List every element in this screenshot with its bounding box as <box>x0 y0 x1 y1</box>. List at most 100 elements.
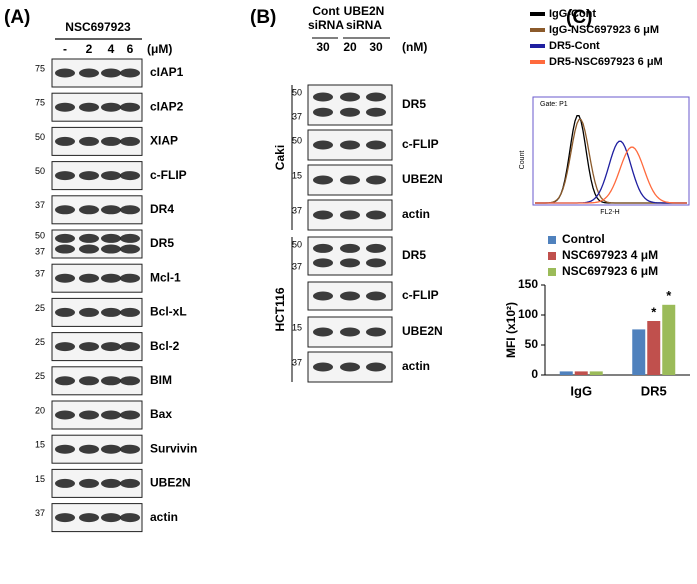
band <box>120 136 140 146</box>
band <box>55 136 75 146</box>
bar <box>662 304 676 375</box>
band <box>101 307 121 317</box>
mw-marker: 50 <box>292 239 302 249</box>
band <box>313 107 333 117</box>
cell-line-label: HCT116 <box>273 287 287 331</box>
mw-marker: 15 <box>35 440 45 450</box>
blot-label: BIM <box>150 373 172 387</box>
band <box>55 273 75 283</box>
band <box>313 210 333 220</box>
dose-label: - <box>63 42 67 56</box>
band <box>79 205 99 215</box>
mw-marker: 37 <box>292 111 302 121</box>
band <box>79 410 99 420</box>
band <box>55 244 75 254</box>
band <box>120 233 140 243</box>
flow-curve <box>535 146 687 204</box>
band <box>79 342 99 352</box>
band <box>55 205 75 215</box>
band <box>340 258 360 268</box>
flow-plot <box>532 96 690 206</box>
band <box>366 107 386 117</box>
blot-label: actin <box>150 510 178 524</box>
axis-label: FL2-H <box>600 209 619 216</box>
band <box>120 478 140 488</box>
band <box>120 273 140 283</box>
x-tick-label: IgG <box>570 383 592 398</box>
mw-marker: 37 <box>292 205 302 215</box>
band <box>120 205 140 215</box>
blot-label: XIAP <box>150 134 178 148</box>
band <box>366 258 386 268</box>
unit-label: (μM) <box>147 42 172 56</box>
blot <box>307 236 393 276</box>
panel-label: (C) <box>566 7 592 28</box>
legend-text: NSC697923 6 μM <box>562 264 658 278</box>
blot-label: cIAP1 <box>150 65 184 79</box>
blot-label: UBE2N <box>402 172 443 186</box>
band <box>79 136 99 146</box>
band <box>366 210 386 220</box>
mw-marker: 20 <box>35 405 45 415</box>
mw-marker: 37 <box>35 246 45 256</box>
dose-label: 6 <box>127 42 134 56</box>
blot-label: actin <box>402 207 430 221</box>
band <box>120 171 140 181</box>
band <box>340 362 360 372</box>
band <box>101 376 121 386</box>
y-tick-label: 100 <box>518 307 538 321</box>
significance-mark: * <box>651 304 657 319</box>
blot-label: Bcl-xL <box>150 305 187 319</box>
band <box>101 478 121 488</box>
dose-label: 30 <box>316 40 330 54</box>
band <box>55 68 75 78</box>
panel-label: (B) <box>250 7 276 28</box>
band <box>55 233 75 243</box>
mw-marker: 50 <box>35 132 45 142</box>
blot-label: DR5 <box>150 236 174 250</box>
mw-marker: 37 <box>292 261 302 271</box>
band <box>366 327 386 337</box>
blot-label: DR4 <box>150 202 174 216</box>
dose-label: 4 <box>108 42 115 56</box>
band <box>313 243 333 253</box>
band <box>366 362 386 372</box>
y-tick-label: 0 <box>531 367 538 381</box>
compound-label: NSC697923 <box>65 20 131 34</box>
band <box>55 102 75 112</box>
band <box>340 140 360 150</box>
band <box>120 513 140 523</box>
band <box>101 513 121 523</box>
band <box>313 327 333 337</box>
band <box>366 92 386 102</box>
x-tick-label: DR5 <box>641 383 667 398</box>
panel-label: (A) <box>4 7 30 28</box>
legend-swatch <box>548 268 556 276</box>
unit-label: (nM) <box>402 40 427 54</box>
mw-marker: 15 <box>35 474 45 484</box>
band <box>120 342 140 352</box>
band <box>313 291 333 301</box>
band <box>313 140 333 150</box>
dose-label: 30 <box>369 40 383 54</box>
blot-label: c-FLIP <box>402 137 439 151</box>
blot-label: UBE2N <box>150 476 191 490</box>
group-label: Cont <box>312 4 339 18</box>
band <box>79 273 99 283</box>
mw-marker: 25 <box>35 303 45 313</box>
blot-label: UBE2N <box>402 324 443 338</box>
blot <box>307 84 393 126</box>
band <box>340 107 360 117</box>
y-axis-label: MFI (x10²) <box>504 302 518 358</box>
cell-line-label: Caki <box>273 145 287 170</box>
band <box>313 92 333 102</box>
dose-label: 20 <box>343 40 357 54</box>
band <box>340 210 360 220</box>
mw-marker: 25 <box>35 337 45 347</box>
mw-marker: 50 <box>292 135 302 145</box>
band <box>79 244 99 254</box>
band <box>120 410 140 420</box>
band <box>340 243 360 253</box>
band <box>101 244 121 254</box>
dose-label: 2 <box>86 42 93 56</box>
